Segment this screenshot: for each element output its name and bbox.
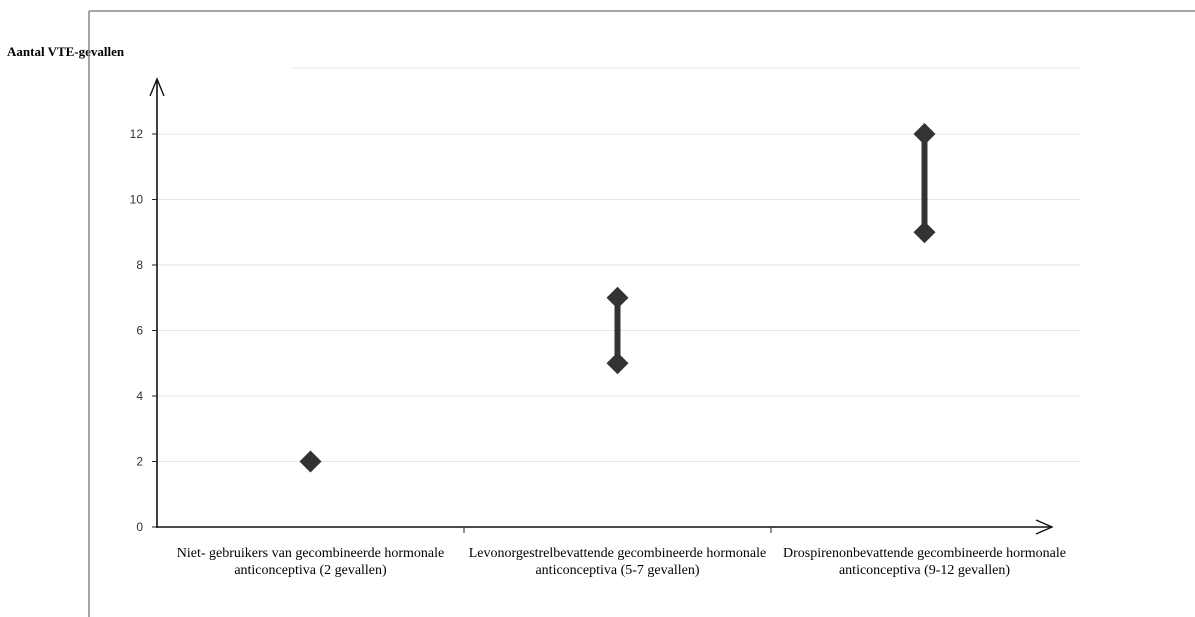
low-marker-3 (913, 221, 936, 244)
y-tick-label: 10 (130, 193, 144, 207)
high-marker-3 (913, 123, 936, 145)
y-tick-label: 2 (136, 455, 143, 469)
x-axis-arrowhead (1035, 519, 1054, 535)
high-marker-2 (606, 286, 629, 309)
category-label-2: Levonorgestrelbevattende gecombineerde h… (468, 546, 767, 578)
y-axis-title: Aantal VTE-gevallen (7, 44, 125, 59)
y-axis-arrowhead (149, 77, 165, 97)
y-tick-label: 12 (130, 127, 144, 141)
category-label-3: Drospirenonbevattende gecombineerde horm… (782, 546, 1066, 578)
y-tick-label: 8 (136, 258, 143, 272)
y-tick-label: 4 (136, 389, 143, 403)
category-label-1: Niet- gebruikers van gecombineerde hormo… (176, 546, 445, 578)
y-tick-label: 6 (136, 324, 143, 338)
high-marker-1 (299, 450, 322, 473)
low-marker-2 (606, 352, 629, 375)
y-tick-label: 0 (136, 520, 143, 534)
